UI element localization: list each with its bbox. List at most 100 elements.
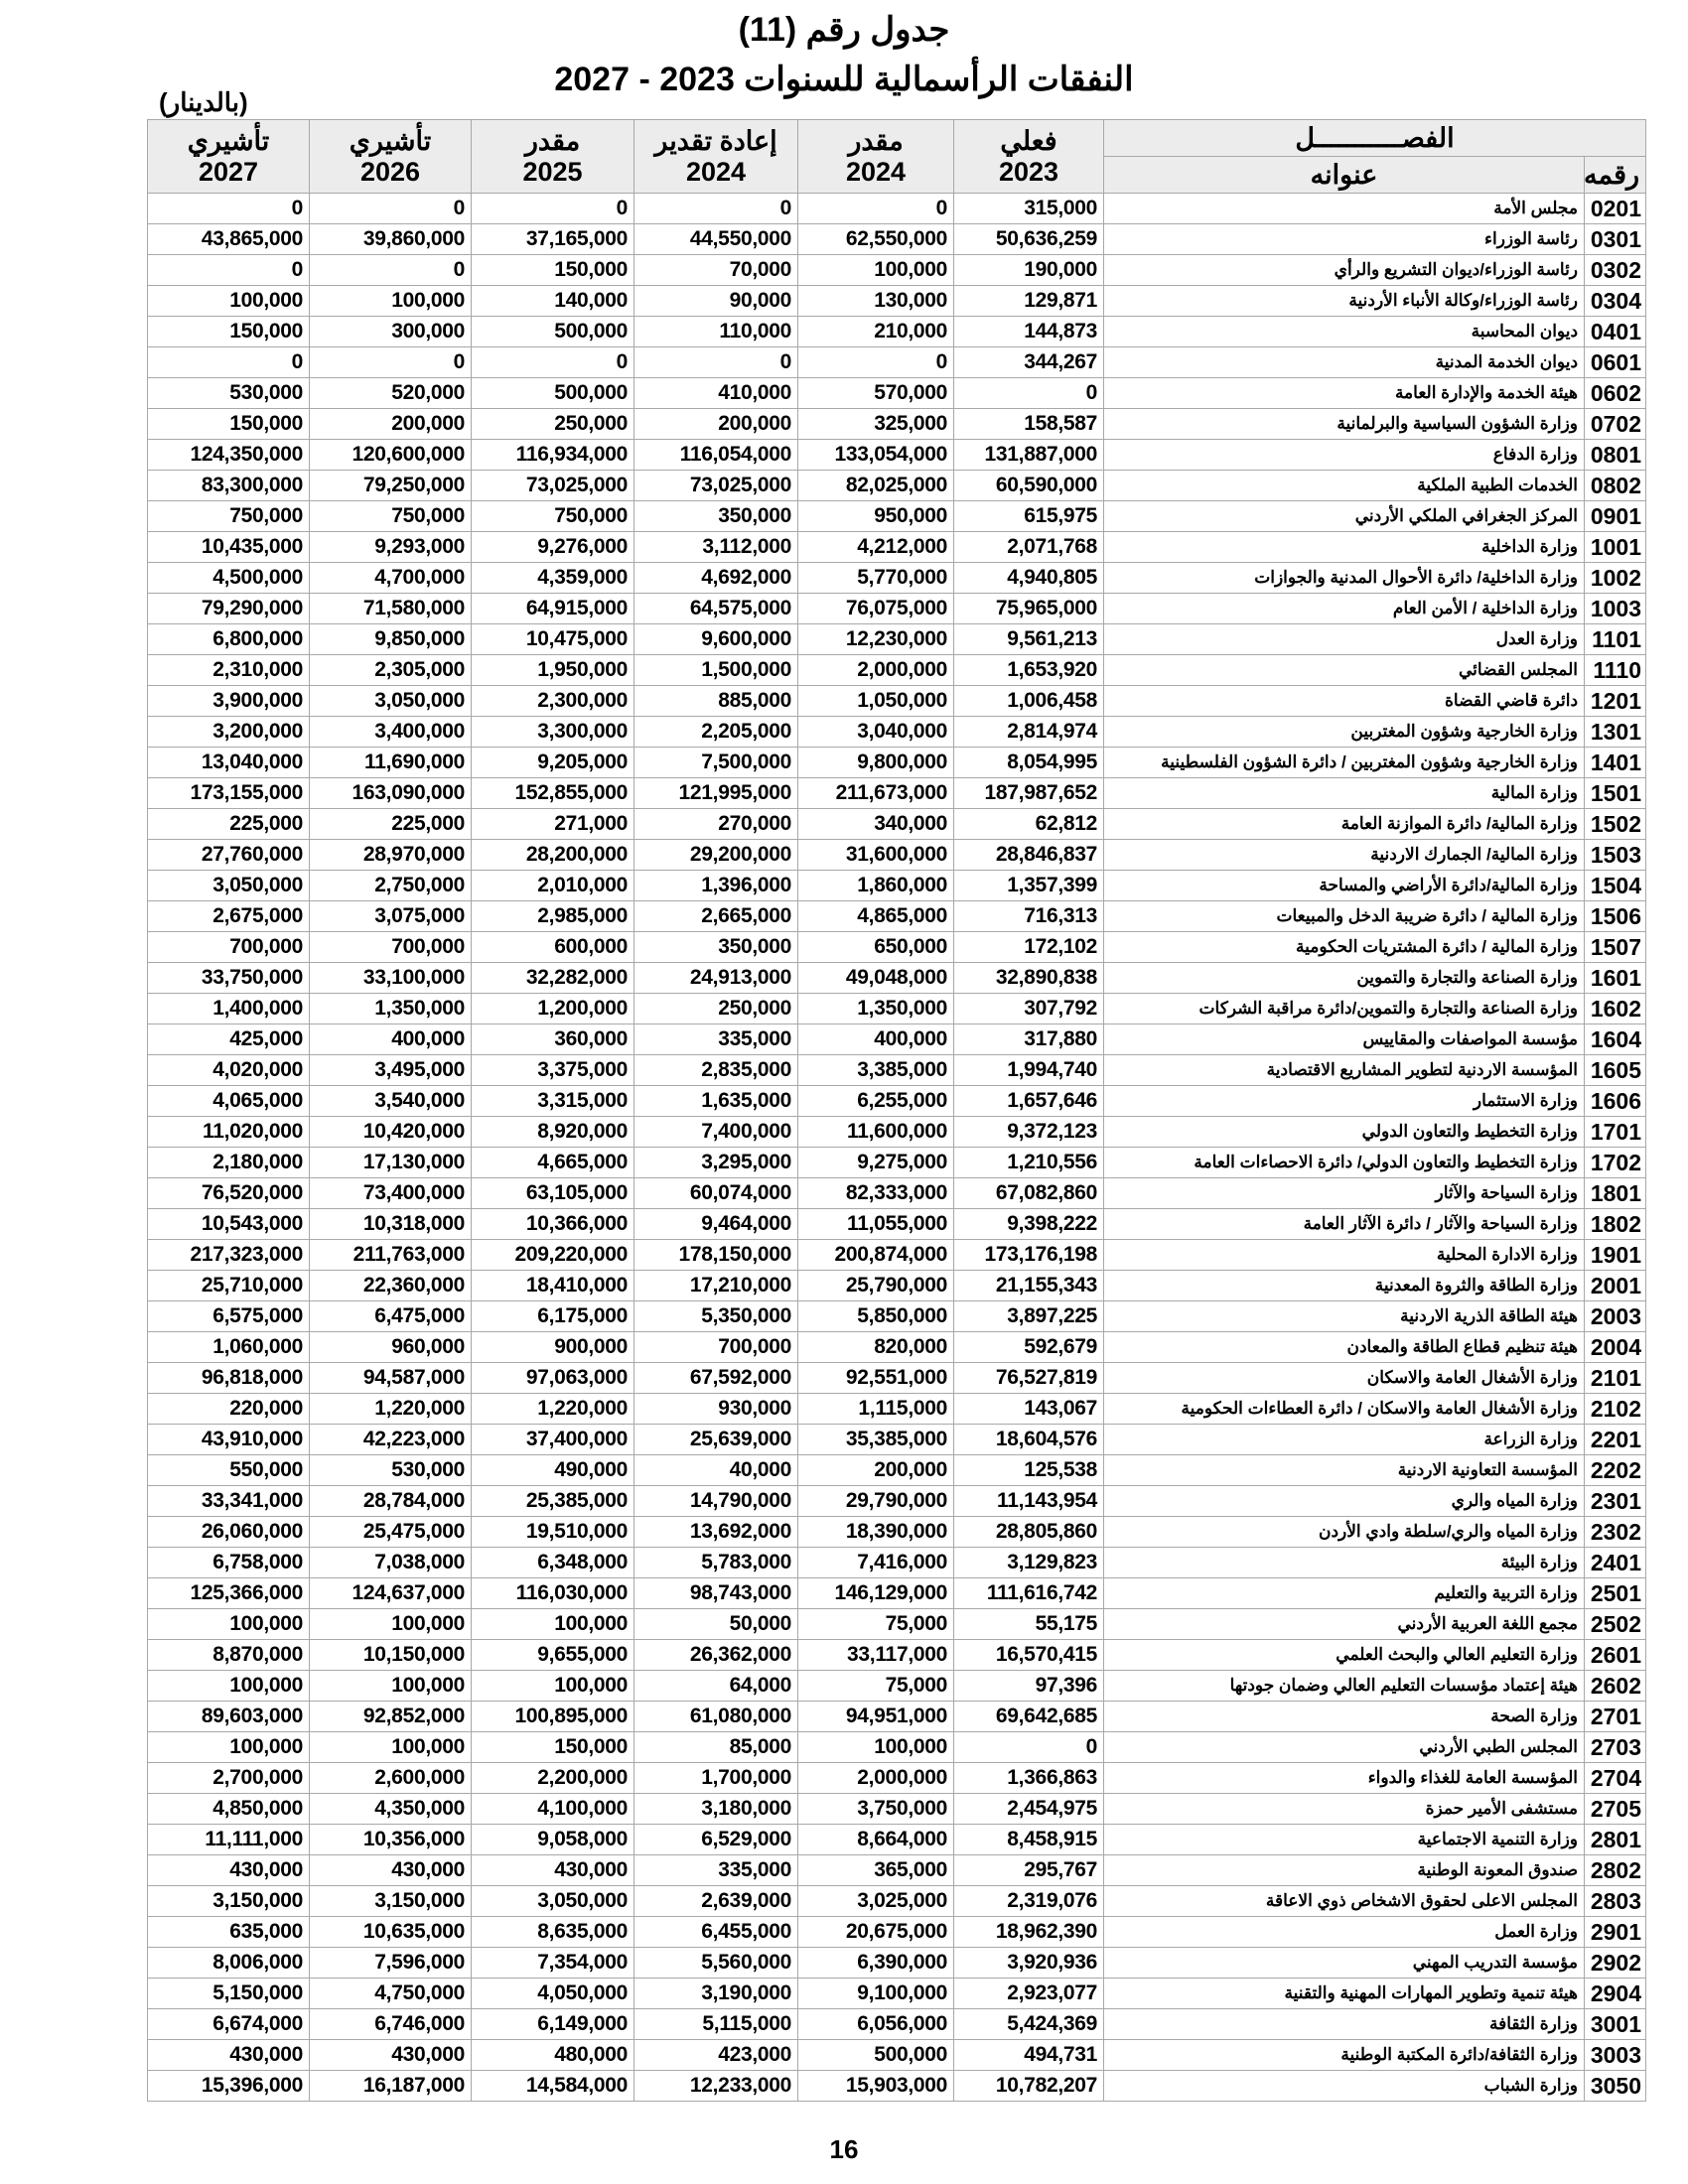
chapter-code-cell: 0302 (1584, 254, 1647, 286)
estimate-2025-cell: 150,000 (471, 254, 634, 286)
chapter-code-cell: 1801 (1584, 1177, 1647, 1209)
estimate-2025-cell: 3,315,000 (471, 1085, 634, 1117)
estimate-2025-cell: 1,200,000 (471, 993, 634, 1024)
table-row: 2705 مستشفى الأمير حمزة 2,454,975 3,750,000… (147, 1793, 1647, 1825)
table-title: جدول رقم (11) (738, 11, 950, 49)
indicative-2027-cell: 2,700,000 (147, 1762, 310, 1794)
estimate-2025-cell: 8,635,000 (471, 1916, 634, 1948)
estimate-2025-cell: 600,000 (471, 931, 634, 963)
estimate-2025-cell: 100,000 (471, 1608, 634, 1640)
estimate-2025-cell: 10,475,000 (471, 623, 634, 655)
actual-2023-cell: 3,897,225 (953, 1300, 1104, 1332)
indicative-2026-cell: 200,000 (309, 408, 472, 440)
estimate-2025-cell: 1,950,000 (471, 654, 634, 686)
re-estimate-2024-cell: 4,692,000 (633, 562, 798, 594)
indicative-2027-cell: 10,435,000 (147, 531, 310, 563)
indicative-2026-cell: 0 (309, 254, 472, 286)
estimate-2025-cell: 2,300,000 (471, 685, 634, 717)
actual-2023-cell: 9,372,123 (953, 1116, 1104, 1148)
table-row: 1501 وزارة المالية 187,987,652 211,673,000 1… (147, 777, 1647, 809)
chapter-name-cell: المجلس الاعلى لحقوق الاشخاص ذوي الاعاقة (1102, 1885, 1586, 1917)
indicative-2027-cell: 83,300,000 (147, 470, 310, 501)
indicative-2027-cell: 11,020,000 (147, 1116, 310, 1148)
indicative-2026-cell: 3,400,000 (309, 716, 472, 748)
table-row: 0201 مجلس الأمة 315,000 0 0 0 0 0 (147, 193, 1647, 224)
indicative-2027-cell: 43,865,000 (147, 223, 310, 255)
actual-2023-cell: 97,396 (953, 1670, 1104, 1702)
estimate-2025-cell: 3,300,000 (471, 716, 634, 748)
chapter-code-cell: 3001 (1584, 2008, 1647, 2040)
indicative-2027-cell: 125,366,000 (147, 1577, 310, 1609)
re-estimate-2024-cell: 5,560,000 (633, 1947, 798, 1979)
chapter-name-cell: وزارة الشؤون السياسية والبرلمانية (1102, 408, 1586, 440)
actual-2023-cell: 317,880 (953, 1024, 1104, 1055)
table-row: 1604 مؤسسة المواصفات والمقاييس 317,880 400,… (147, 1024, 1647, 1055)
indicative-2027-cell: 15,396,000 (147, 2070, 310, 2102)
estimate-2024-cell: 94,951,000 (797, 1701, 954, 1732)
estimate-2025-cell: 4,359,000 (471, 562, 634, 594)
chapter-code-cell: 3050 (1584, 2070, 1647, 2102)
estimate-2025-cell: 500,000 (471, 316, 634, 347)
table-row: 2803 المجلس الاعلى لحقوق الاشخاص ذوي الاع… (147, 1885, 1647, 1917)
chapter-name-cell: وزارة المالية/ دائرة الموازنة العامة (1102, 808, 1586, 840)
actual-2023-cell: 125,538 (953, 1454, 1104, 1486)
chapter-name-cell: وزارة التربية والتعليم (1102, 1577, 1586, 1609)
re-estimate-2024-cell: 121,995,000 (633, 777, 798, 809)
chapter-name-cell: وزارة المالية/دائرة الأراضي والمساحة (1102, 870, 1586, 901)
table-row: 1101 وزارة العدل 9,561,213 12,230,000 9,600,… (147, 623, 1647, 655)
indicative-2027-cell: 4,500,000 (147, 562, 310, 594)
estimate-2024-cell: 130,000 (797, 285, 954, 317)
indicative-2026-cell: 3,075,000 (309, 900, 472, 932)
indicative-2027-cell: 2,180,000 (147, 1147, 310, 1178)
re-estimate-2024-cell: 0 (633, 193, 798, 224)
estimate-2025-cell: 19,510,000 (471, 1516, 634, 1548)
header-col-year: 2024 (685, 156, 747, 187)
re-estimate-2024-cell: 335,000 (633, 1854, 798, 1886)
header-col-year: 2026 (359, 156, 421, 187)
chapter-name-cell: وزارة التعليم العالي والبحث العلمي (1102, 1639, 1586, 1671)
indicative-2027-cell: 750,000 (147, 500, 310, 532)
re-estimate-2024-cell: 270,000 (633, 808, 798, 840)
estimate-2025-cell: 490,000 (471, 1454, 634, 1486)
chapter-code-cell: 2301 (1584, 1485, 1647, 1517)
estimate-2025-cell: 14,584,000 (471, 2070, 634, 2102)
estimate-2024-cell: 133,054,000 (797, 439, 954, 471)
indicative-2026-cell: 3,150,000 (309, 1885, 472, 1917)
actual-2023-cell: 1,994,740 (953, 1054, 1104, 1086)
indicative-2026-cell: 1,220,000 (309, 1393, 472, 1425)
table-row: 0601 ديوان الخدمة المدنية 344,267 0 0 0 0 0 (147, 346, 1647, 378)
header-chapter: الفصـــــــــــل (1102, 119, 1647, 157)
actual-2023-cell: 2,923,077 (953, 1978, 1104, 2009)
estimate-2025-cell: 150,000 (471, 1731, 634, 1763)
chapter-name-cell: وزارة التخطيط والتعاون الدولي/ دائرة الا… (1102, 1147, 1586, 1178)
re-estimate-2024-cell: 9,600,000 (633, 623, 798, 655)
estimate-2025-cell: 2,010,000 (471, 870, 634, 901)
indicative-2027-cell: 76,520,000 (147, 1177, 310, 1209)
indicative-2027-cell: 2,310,000 (147, 654, 310, 686)
chapter-code-cell: 0602 (1584, 377, 1647, 409)
re-estimate-2024-cell: 1,396,000 (633, 870, 798, 901)
estimate-2024-cell: 49,048,000 (797, 962, 954, 994)
re-estimate-2024-cell: 64,575,000 (633, 593, 798, 624)
actual-2023-cell: 69,642,685 (953, 1701, 1104, 1732)
header-col-type: إعادة تقدير (654, 125, 777, 156)
indicative-2026-cell: 100,000 (309, 285, 472, 317)
chapter-name-cell: وزارة الادارة المحلية (1102, 1239, 1586, 1271)
indicative-2027-cell: 225,000 (147, 808, 310, 840)
actual-2023-cell: 1,653,920 (953, 654, 1104, 686)
actual-2023-cell: 1,357,399 (953, 870, 1104, 901)
re-estimate-2024-cell: 1,635,000 (633, 1085, 798, 1117)
indicative-2026-cell: 0 (309, 346, 472, 378)
chapter-code-cell: 0301 (1584, 223, 1647, 255)
estimate-2025-cell: 7,354,000 (471, 1947, 634, 1979)
estimate-2024-cell: 1,860,000 (797, 870, 954, 901)
actual-2023-cell: 344,267 (953, 346, 1104, 378)
re-estimate-2024-cell: 9,464,000 (633, 1208, 798, 1240)
indicative-2027-cell: 6,758,000 (147, 1547, 310, 1578)
actual-2023-cell: 2,454,975 (953, 1793, 1104, 1825)
estimate-2025-cell: 209,220,000 (471, 1239, 634, 1271)
estimate-2025-cell: 97,063,000 (471, 1362, 634, 1394)
indicative-2026-cell: 1,350,000 (309, 993, 472, 1024)
indicative-2026-cell: 700,000 (309, 931, 472, 963)
chapter-name-cell: وزارة الداخلية/ دائرة الأحوال المدنية وا… (1102, 562, 1586, 594)
